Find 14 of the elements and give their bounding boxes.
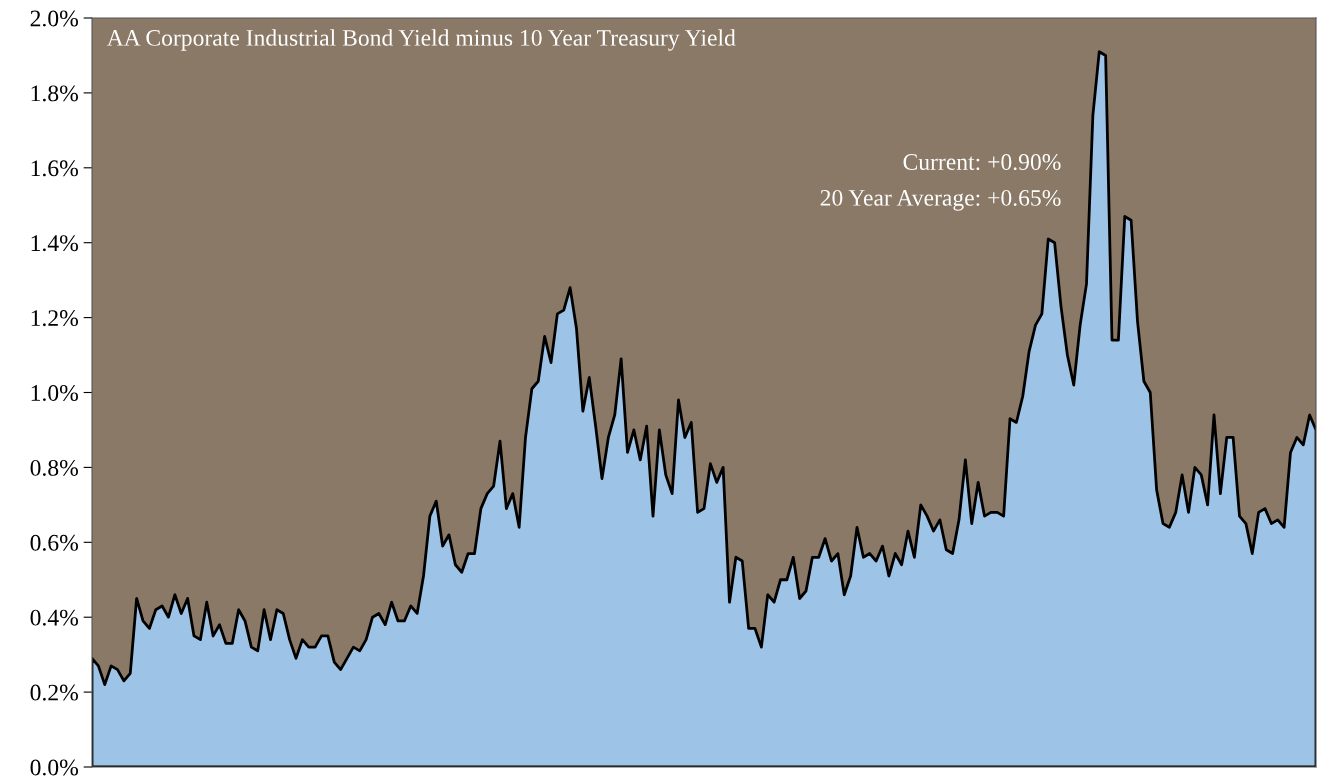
y-tick-label: 0.4% (30, 609, 78, 626)
y-tick-label: 0.0% (30, 759, 78, 776)
y-tick-label: 1.6% (31, 160, 78, 177)
y-tick-label: 1.8% (31, 85, 78, 102)
annotation: 20 Year Average: +0.65% (820, 189, 1061, 211)
y-tick-label: 0.8% (30, 459, 78, 476)
y-tick-label: 1.4% (31, 235, 78, 252)
y-tick-label: 0.6% (30, 534, 78, 551)
chart-title: AA Corporate Industrial Bond Yield minus 10 Year Treasury Yield (106, 29, 736, 51)
annotation: Current: +0.90% (903, 154, 1061, 171)
y-tick-label: 1.0% (31, 384, 78, 402)
y-tick-label: 1.2% (31, 310, 78, 327)
y-tick-label: 2.0% (30, 10, 78, 27)
y-tick-label: 0.2% (30, 684, 78, 701)
